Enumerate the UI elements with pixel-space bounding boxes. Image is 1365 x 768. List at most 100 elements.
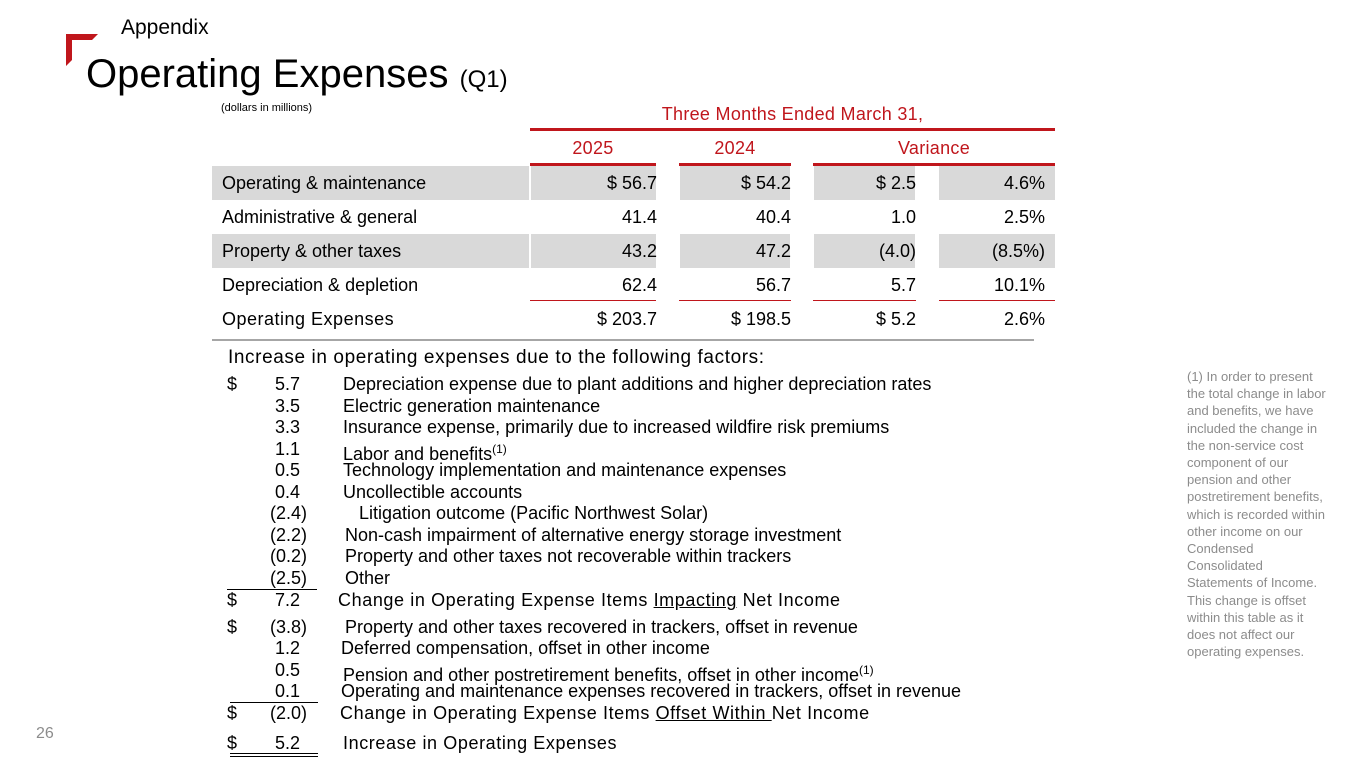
factor-amount: 5.7 <box>274 374 300 394</box>
factor-text: Property and other taxes recovered in tr… <box>345 617 858 637</box>
column-underline <box>813 163 1055 166</box>
factor-text: Labor and benefits(1) <box>343 439 507 465</box>
total-label: Increase in Operating Expenses <box>343 733 618 753</box>
factor-label: Labor and benefits <box>343 444 493 464</box>
factor-amount: 0.1 <box>274 681 300 701</box>
total-double-rule <box>230 756 318 757</box>
factor-text: Litigation outcome (Pacific Northwest So… <box>359 503 709 523</box>
currency-symbol: $ <box>227 617 238 637</box>
factor-amount: 3.3 <box>274 417 300 437</box>
factor-text: Other <box>345 568 391 588</box>
currency-symbol: $ <box>227 374 238 394</box>
subtotal-text: Net Income <box>737 590 841 610</box>
factor-text: Technology implementation and maintenanc… <box>343 460 787 480</box>
subtotal-text: Net Income <box>771 703 870 723</box>
factor-text: Pension and other postretirement benefit… <box>343 660 874 686</box>
subtotal-text: Change in Operating Expense Items <box>340 703 656 723</box>
units-note: (dollars in millions) <box>221 102 313 114</box>
subtotal-rule <box>939 300 1055 301</box>
row-label: Depreciation & depletion <box>222 275 419 295</box>
value-2024: 40.4 <box>755 207 791 227</box>
factor-amount: (2.5) <box>269 568 307 588</box>
variance-amount: $ 2.5 <box>875 173 916 193</box>
footnote-ref: (1) <box>858 663 874 677</box>
variance-percent: 2.5% <box>1003 207 1045 227</box>
value-2025: 43.2 <box>621 241 657 261</box>
value-2024: $ 54.2 <box>740 173 791 193</box>
factor-text: Non-cash impairment of alternative energ… <box>345 525 842 545</box>
row-label: Operating Expenses <box>222 309 395 329</box>
factors-heading: Increase in operating expenses due to th… <box>228 347 765 368</box>
factor-amount: 1.2 <box>274 638 300 658</box>
factor-amount: (2.4) <box>269 503 307 523</box>
subtotal-rule <box>230 702 318 703</box>
page-number: 26 <box>36 725 54 742</box>
factor-amount: 1.1 <box>274 439 300 459</box>
row-label: Administrative & general <box>222 207 418 227</box>
brand-corner-icon <box>66 34 98 66</box>
variance-amount: 5.7 <box>890 275 916 295</box>
variance-amount: (4.0) <box>878 241 916 261</box>
value-2024: 56.7 <box>755 275 791 295</box>
subtotal-rule <box>813 300 916 301</box>
column-underline <box>679 163 791 166</box>
factor-amount: 0.5 <box>274 460 300 480</box>
factor-amount: (0.2) <box>269 546 307 566</box>
value-2024: 47.2 <box>755 241 791 261</box>
subtotal-emphasis: Offset Within <box>655 703 772 723</box>
column-header-2025: 2025 <box>572 138 614 158</box>
currency-symbol: $ <box>227 733 238 753</box>
subtotal-rule <box>227 589 317 590</box>
table-row: Operating & maintenance $ 56.7 $ 54.2 $ … <box>212 166 1055 200</box>
variance-percent: 4.6% <box>1003 173 1045 193</box>
value-2025: 62.4 <box>621 275 657 295</box>
period-underline <box>530 128 1055 131</box>
factor-amount: 0.5 <box>274 660 300 680</box>
section-label: Appendix <box>121 16 209 39</box>
subtotal-emphasis: Impacting <box>653 590 738 610</box>
subtotal-text: Change in Operating Expense Items <box>338 590 654 610</box>
subtotal-rule <box>679 300 791 301</box>
variance-percent: 2.6% <box>1003 309 1045 329</box>
total-double-rule <box>230 753 318 754</box>
footnote: (1) In order to present the total change… <box>1187 369 1326 660</box>
row-label: Operating & maintenance <box>222 173 427 193</box>
table-row: Property & other taxes 43.2 47.2 (4.0) (… <box>212 234 1055 268</box>
factor-amount: 3.5 <box>274 396 300 416</box>
table-bottom-rule <box>212 339 1034 341</box>
column-underline <box>530 163 656 166</box>
table-total-row: Operating Expenses $ 203.7 $ 198.5 $ 5.2… <box>212 302 1055 336</box>
column-header-variance: Variance <box>897 138 971 158</box>
page-title: Operating Expenses (Q1) <box>86 50 508 104</box>
variance-percent: 10.1% <box>993 275 1045 295</box>
value-2025: 41.4 <box>621 207 657 227</box>
factor-text: Operating and maintenance expenses recov… <box>341 681 962 701</box>
subtotal-label: Change in Operating Expense Items Impact… <box>338 590 841 611</box>
currency-symbol: $ <box>227 703 238 723</box>
subtotal-amount: 7.2 <box>274 590 300 610</box>
total-amount: 5.2 <box>274 733 300 753</box>
table-row: Administrative & general 41.4 40.4 1.0 2… <box>212 200 1055 234</box>
subtotal-amount: (2.0) <box>269 703 307 723</box>
title-suffix: (Q1) <box>459 66 508 93</box>
table-row: Depreciation & depletion 62.4 56.7 5.7 1… <box>212 268 1055 302</box>
value-2025: $ 203.7 <box>596 309 657 329</box>
factor-text: Deferred compensation, offset in other i… <box>341 638 710 658</box>
value-2025: $ 56.7 <box>606 173 657 193</box>
factor-text: Depreciation expense due to plant additi… <box>343 374 932 394</box>
factor-text: Insurance expense, primarily due to incr… <box>343 417 890 437</box>
footnote-ref: (1) <box>492 442 507 456</box>
subtotal-label: Change in Operating Expense Items Offset… <box>340 703 870 724</box>
value-2024: $ 198.5 <box>730 309 791 329</box>
variance-percent: (8.5%) <box>991 241 1045 261</box>
factor-amount: (3.8) <box>269 617 307 637</box>
variance-amount: 1.0 <box>890 207 916 227</box>
row-label: Property & other taxes <box>222 241 402 261</box>
column-header-2024: 2024 <box>714 138 756 158</box>
title-text: Operating Expenses <box>86 52 449 96</box>
factor-amount: 0.4 <box>274 482 300 502</box>
factor-amount: (2.2) <box>269 525 307 545</box>
variance-amount: $ 5.2 <box>875 309 916 329</box>
currency-symbol: $ <box>227 590 238 610</box>
period-header: Three Months Ended March 31, <box>661 104 924 124</box>
